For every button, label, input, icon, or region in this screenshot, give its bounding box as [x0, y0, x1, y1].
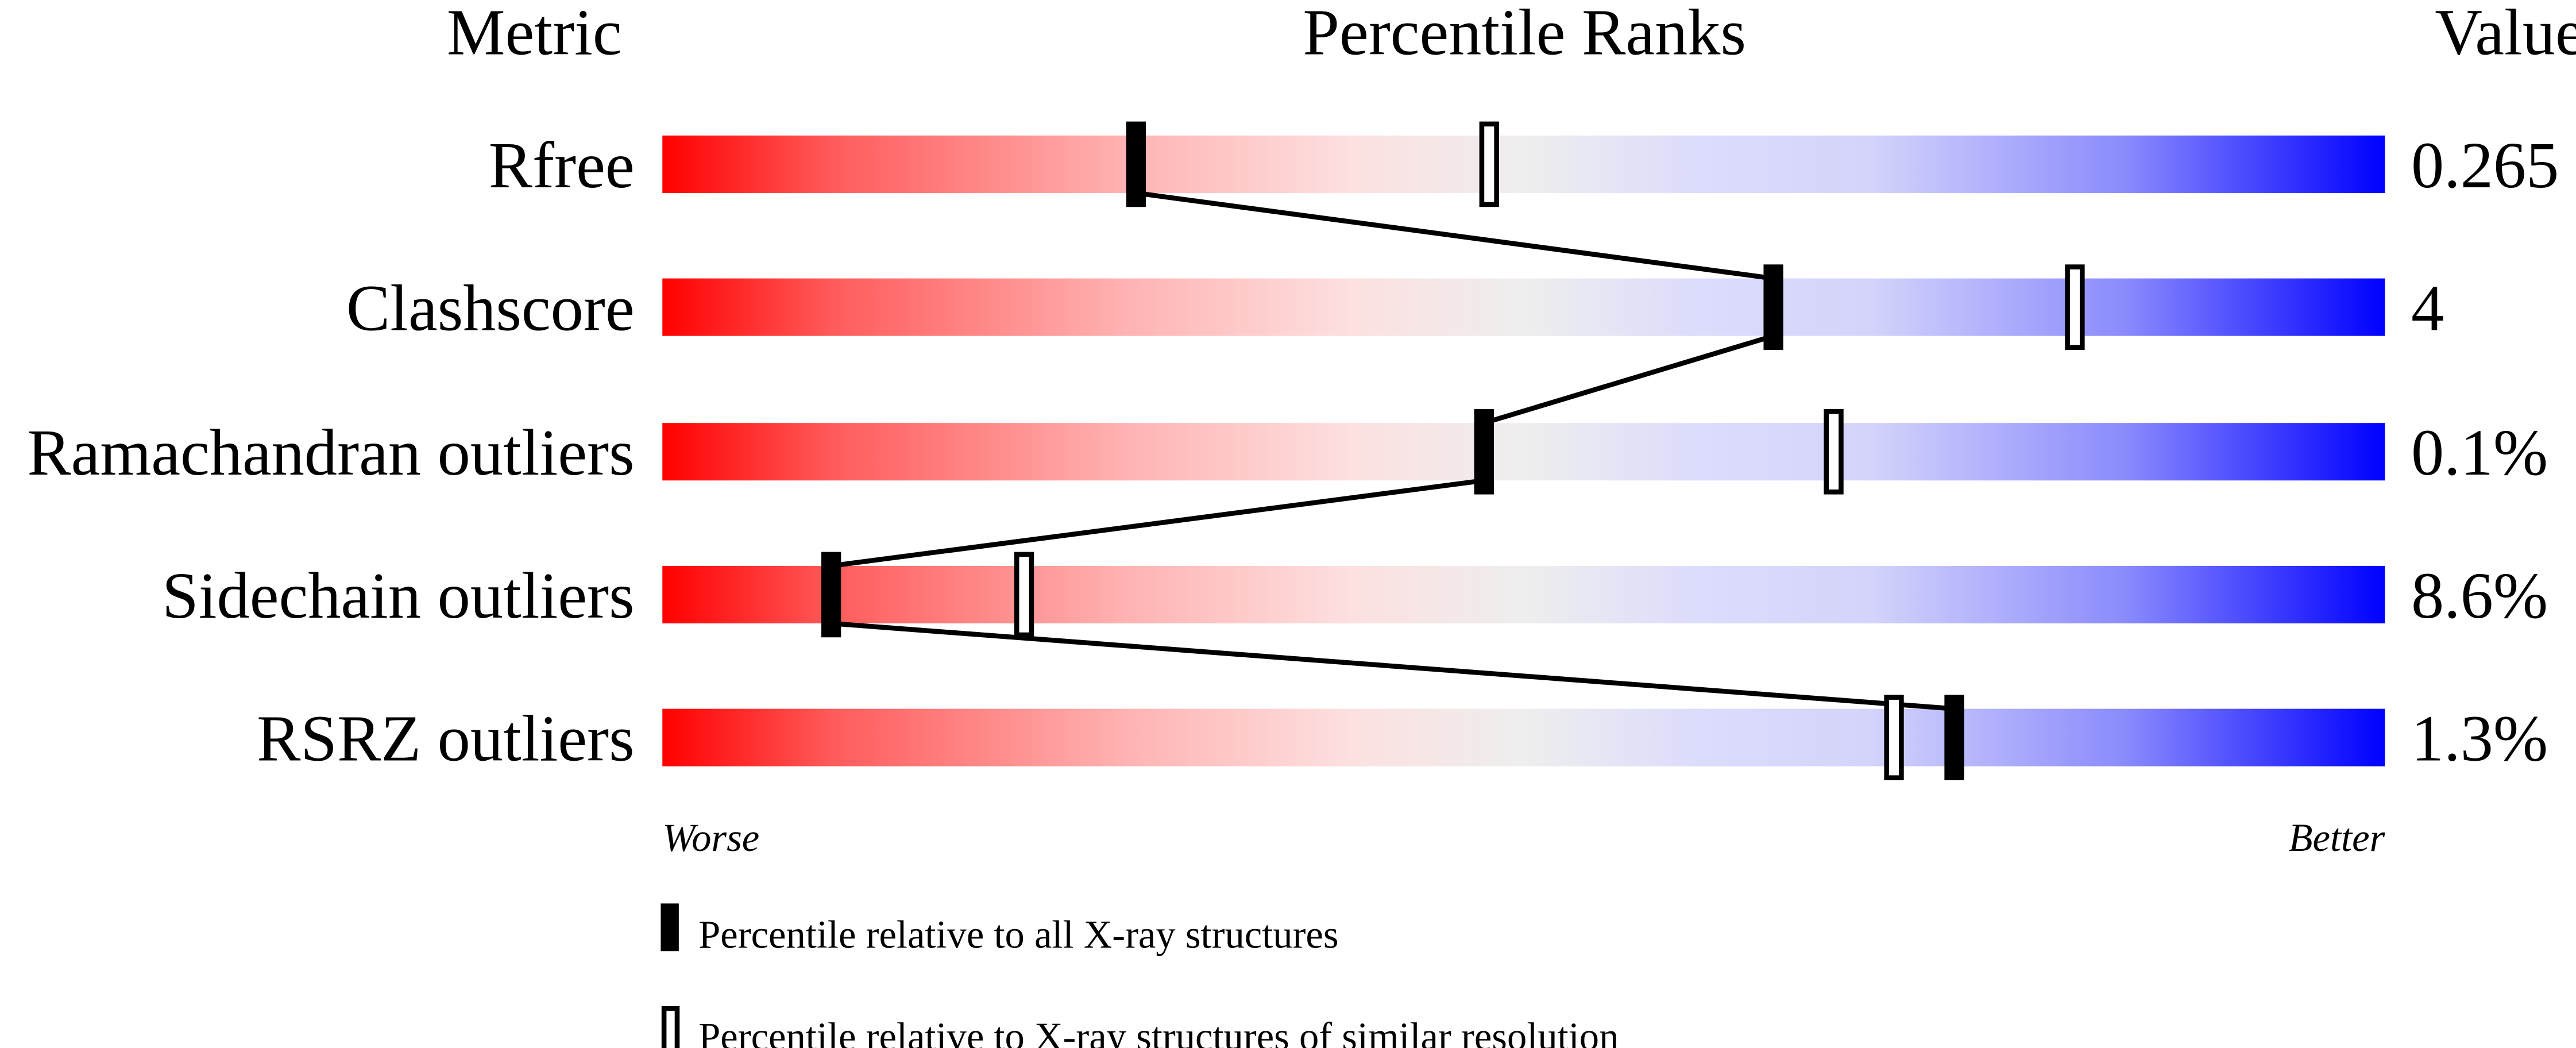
legend-label-similar: Percentile relative to X-ray structures …: [698, 1015, 1619, 1048]
metric-value: 8.6%: [2411, 559, 2548, 632]
metric-value: 0.1%: [2411, 416, 2548, 489]
axis-label-better: Better: [2289, 816, 2385, 860]
percentile-bar: [662, 708, 2385, 766]
metric-value: 0.265: [2411, 129, 2559, 202]
metric-label: Ramachandran outliers: [27, 416, 634, 489]
all-structures-marker: [1474, 409, 1494, 495]
percentile-bar: [662, 565, 2385, 623]
percentile-bar: [662, 423, 2385, 481]
all-structures-marker: [1944, 695, 1964, 780]
percentile-bar: [662, 278, 2385, 336]
header-percentile-ranks: Percentile Ranks: [1303, 0, 1746, 68]
connector-line: [831, 477, 1485, 569]
metric-label: RSRZ outliers: [257, 702, 635, 775]
similar-resolution-marker: [1479, 121, 1499, 207]
metric-value: 4: [2411, 272, 2444, 345]
metric-value: 1.3%: [2411, 702, 2548, 775]
similar-resolution-marker: [1014, 552, 1034, 638]
all-structures-marker: [821, 552, 841, 638]
connector-line: [1136, 190, 1774, 281]
metric-label: Rfree: [489, 129, 635, 202]
header-metric: Metric: [447, 0, 622, 68]
similar-resolution-marker: [1824, 409, 1844, 495]
all-structures-marker: [1126, 121, 1146, 207]
axis-label-worse: Worse: [662, 816, 759, 860]
connector-line: [831, 621, 1955, 711]
legend-open-marker: [661, 1006, 680, 1048]
metric-label: Sidechain outliers: [162, 559, 634, 632]
connector-line: [1483, 333, 1774, 426]
metric-label: Clashscore: [346, 272, 635, 345]
similar-resolution-marker: [1884, 695, 1904, 780]
all-structures-marker: [1763, 264, 1783, 350]
legend-label-all: Percentile relative to all X-ray structu…: [698, 913, 1338, 957]
similar-resolution-marker: [2065, 264, 2085, 350]
percentile-bar: [662, 135, 2385, 193]
legend-filled-marker: [661, 903, 679, 951]
header-value: Value: [2435, 0, 2576, 68]
